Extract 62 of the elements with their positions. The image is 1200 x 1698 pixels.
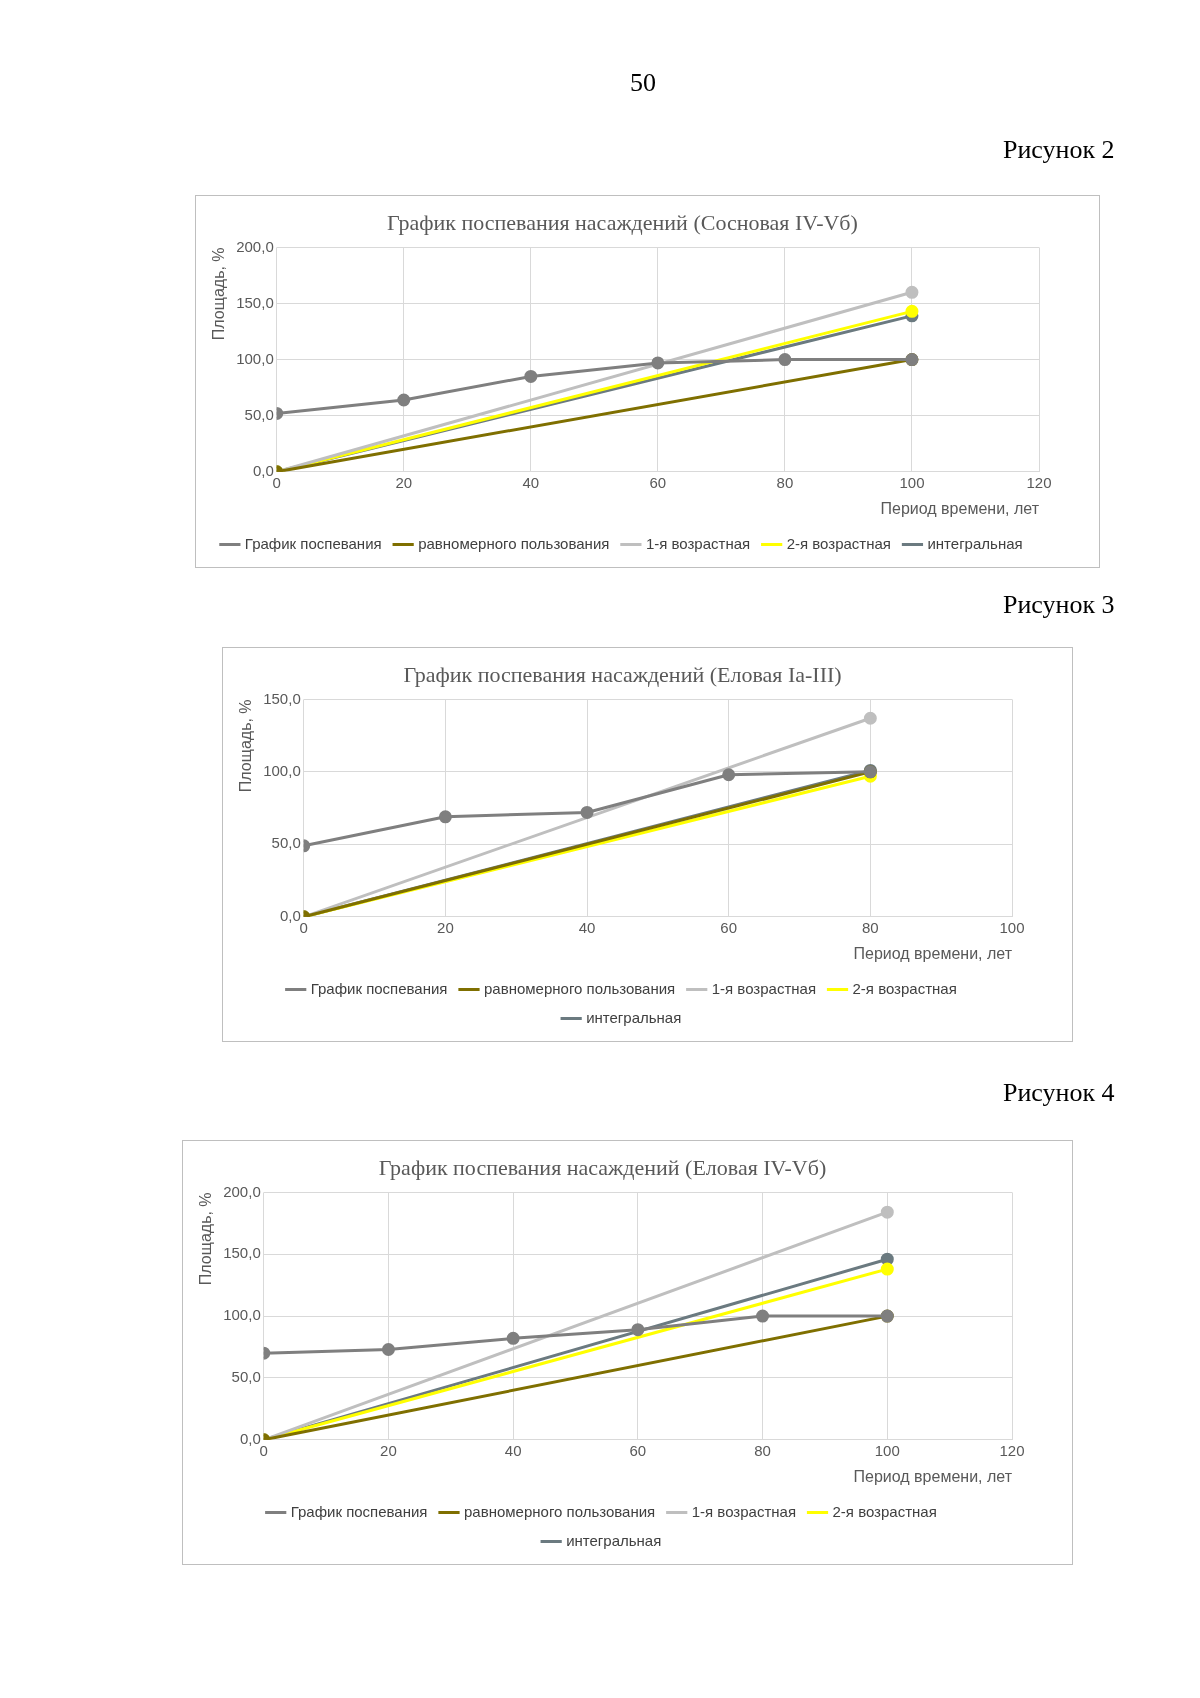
x-tick-label: 40 (522, 473, 540, 491)
legend-label: 2-я возрастная (852, 979, 957, 997)
chart-title: График поспевания насаждений (Еловая Iа-III) (403, 661, 842, 687)
x-tick-label: 120 (1026, 473, 1052, 491)
x-tick-label: 100 (899, 473, 925, 491)
legend-label: 1-я возрастная (645, 534, 751, 552)
x-tick-label: 40 (578, 918, 596, 936)
y-tick-label: 0,0 (239, 1429, 261, 1447)
legend-label: График поспевания (244, 534, 382, 552)
chart-title: График поспевания насаждений (Сосновая IV-Vб) (387, 209, 858, 235)
x-tick-label: 20 (380, 1441, 397, 1459)
x-tick-label: 0 (272, 473, 281, 491)
y-axis-title: Площадь, % (197, 1192, 215, 1286)
legend-label: 2-я возрастная (786, 534, 891, 552)
x-axis-title: Период времени, лет (853, 1467, 1013, 1485)
y-axis-title: Площадь, % (210, 247, 228, 341)
legend-label: 1-я возрастная (691, 1502, 797, 1520)
x-tick-label: 100 (874, 1441, 900, 1459)
x-tick-label: 60 (649, 473, 667, 491)
y-tick-label: 100,0 (236, 349, 274, 367)
legend-label: равномерного пользования (463, 1502, 656, 1520)
x-tick-label: 40 (504, 1441, 522, 1459)
y-tick-label: 50,0 (244, 405, 274, 423)
legend-label: равномерного пользования (483, 979, 676, 997)
text: Рисунок 2 (1003, 135, 1115, 165)
y-tick-label: 0,0 (252, 461, 274, 479)
x-axis-title: Период времени, лет (853, 944, 1013, 962)
text: 50 (630, 68, 656, 98)
x-tick-label: 80 (754, 1441, 771, 1459)
legend-label: интегральная (586, 1008, 682, 1026)
y-tick-label: 150,0 (263, 689, 301, 707)
chart-title: График поспевания насаждений (Еловая IV-Vб) (378, 1154, 827, 1180)
x-tick-label: 100 (999, 918, 1025, 936)
x-axis-title: Период времени, лет (880, 499, 1040, 517)
x-tick-label: 120 (999, 1441, 1025, 1459)
y-tick-label: 150,0 (236, 293, 274, 311)
y-tick-label: 100,0 (263, 762, 301, 780)
legend-label: График поспевания (310, 979, 448, 997)
text: Рисунок 4 (1003, 1078, 1115, 1108)
x-tick-label: 0 (299, 918, 308, 936)
x-tick-label: 0 (259, 1441, 268, 1459)
legend-label: 2-я возрастная (832, 1502, 937, 1520)
x-tick-label: 80 (862, 918, 879, 936)
x-tick-label: 80 (776, 473, 794, 491)
y-axis-title: Площадь, % (237, 699, 255, 793)
y-tick-label: 150,0 (223, 1244, 261, 1262)
legend-label: интегральная (566, 1531, 662, 1549)
legend-label: 1-я возрастная (711, 979, 817, 997)
y-tick-label: 50,0 (271, 834, 301, 852)
y-tick-label: 200,0 (236, 237, 274, 255)
y-tick-label: 100,0 (223, 1306, 261, 1324)
text: Рисунок 3 (1003, 590, 1115, 620)
x-tick-label: 20 (437, 918, 454, 936)
legend-label: интегральная (927, 534, 1023, 552)
y-tick-label: 50,0 (231, 1368, 261, 1386)
x-tick-label: 60 (720, 918, 738, 936)
y-tick-label: 200,0 (223, 1182, 261, 1200)
legend-label: График поспевания (290, 1502, 428, 1520)
legend-label: равномерного пользования (418, 534, 610, 552)
y-tick-label: 0,0 (279, 906, 301, 924)
x-tick-label: 60 (629, 1441, 647, 1459)
x-tick-label: 20 (395, 473, 413, 491)
